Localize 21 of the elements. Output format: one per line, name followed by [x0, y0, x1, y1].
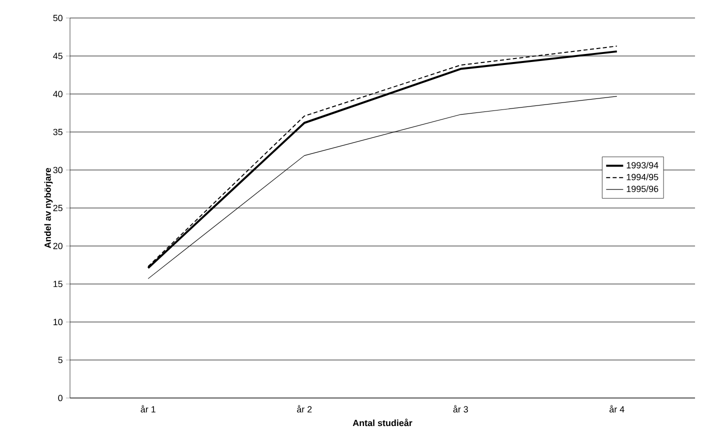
x-tick-label: år 3 [453, 405, 468, 412]
y-tick-label: 35 [53, 128, 62, 136]
y-tick-label: 10 [54, 318, 62, 326]
line-series [148, 96, 618, 279]
y-tick-label: 40 [53, 90, 62, 98]
y-tick-label: 45 [53, 52, 62, 60]
x-tick-label: år 2 [297, 405, 312, 412]
y-tick-label: 50 [53, 14, 62, 22]
legend-label: 1994/95 [626, 174, 658, 180]
y-axis-title: Andel av nybörjare [44, 168, 53, 248]
y-tick-label: 0 [58, 394, 62, 402]
y-tick-label: 30 [53, 166, 62, 174]
y-tick-label: 20 [53, 242, 62, 250]
y-tick-label: 25 [53, 204, 62, 212]
x-tick-label: år 4 [610, 405, 624, 412]
y-tick-label: 5 [58, 356, 62, 364]
x-axis-title: Antal studieår [352, 418, 412, 426]
y-tick-label: 15 [54, 280, 62, 288]
x-tick-label: år 1 [140, 405, 156, 412]
legend-label: 1995/96 [626, 186, 658, 192]
legend-label: 1993/94 [626, 162, 658, 168]
